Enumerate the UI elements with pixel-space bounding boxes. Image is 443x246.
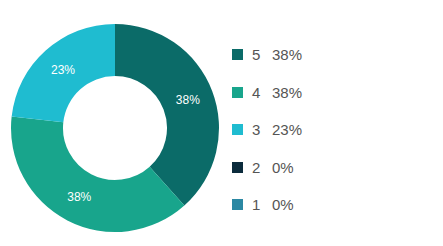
svg-text:38%: 38% <box>67 190 91 204</box>
svg-text:23%: 23% <box>51 63 75 77</box>
html-text:4: 4 <box>252 83 261 101</box>
html-text:0%: 0% <box>272 158 294 176</box>
html-text:0%: 0% <box>272 196 294 214</box>
svg-text:38%: 38% <box>176 93 200 107</box>
html-text:23%: 23% <box>272 121 302 139</box>
html-text:5: 5 <box>252 46 261 64</box>
html-text:3: 3 <box>252 121 261 139</box>
html-text:1: 1 <box>252 196 261 214</box>
html-text:38%: 38% <box>272 46 302 64</box>
html-text:38%: 38% <box>272 83 302 101</box>
html-text:2: 2 <box>252 158 261 176</box>
